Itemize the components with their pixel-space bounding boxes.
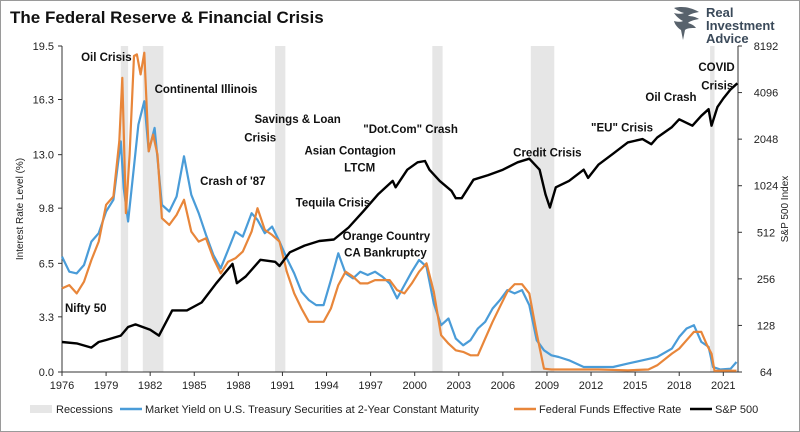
y2-tick-label: 512 xyxy=(757,227,775,239)
y-tick-label: 16.3 xyxy=(33,94,54,106)
x-tick-label: 2000 xyxy=(402,380,426,392)
brand-logo: Real Investment Advice xyxy=(672,4,792,46)
logo-text-line1: Real xyxy=(706,5,734,20)
annotation-label: Nifty 50 xyxy=(65,303,107,315)
annotation-label: Continental Illinois xyxy=(155,84,258,96)
y2-tick-label: 2048 xyxy=(754,134,778,146)
recession-band xyxy=(710,46,715,372)
legend-label: Market Yield on U.S. Treasury Securities… xyxy=(145,404,480,416)
x-tick-label: 1991 xyxy=(270,380,294,392)
recession-band xyxy=(120,46,129,372)
y2-tick-label: 256 xyxy=(757,274,775,286)
legend-label-recessions: Recessions xyxy=(56,404,113,416)
annotation-label: Tequila Crisis xyxy=(296,197,371,209)
y-tick-label: 0.0 xyxy=(39,367,54,379)
legend-label: S&P 500 xyxy=(715,404,758,416)
annotation-label: Oil Crisis xyxy=(81,52,131,64)
x-tick-label: 1994 xyxy=(314,380,338,392)
legend-label: Federal Funds Effective Rate xyxy=(539,404,681,416)
x-tick-label: 1976 xyxy=(50,380,74,392)
y2-tick-label: 128 xyxy=(757,320,775,332)
logo-text-line3: Advice xyxy=(706,31,749,46)
legend-swatch-recessions xyxy=(30,405,52,413)
x-tick-label: 2018 xyxy=(667,380,691,392)
annotation-label: Savings & Loan xyxy=(255,114,341,126)
series-line-1 xyxy=(61,51,737,372)
annotation-label: Crash of '87 xyxy=(200,176,265,188)
x-tick-label: 2003 xyxy=(447,380,471,392)
annotation-label: COVID xyxy=(698,62,734,74)
x-tick-label: 2021 xyxy=(711,380,735,392)
logo-text-line2: Investment xyxy=(706,18,775,33)
annotation-label: Crisis xyxy=(244,132,276,144)
x-tick-label: 1988 xyxy=(226,380,250,392)
y2-tick-label: 4096 xyxy=(754,88,778,100)
annotation-label: Orange Country xyxy=(343,231,431,243)
x-tick-label: 2009 xyxy=(535,380,559,392)
annotation-label: Oil Crash xyxy=(645,92,696,104)
x-tick-label: 2012 xyxy=(579,380,603,392)
annotation-label: CA Bankruptcy xyxy=(344,248,427,260)
annotation-label: LTCM xyxy=(344,162,375,174)
series-line-2 xyxy=(61,82,739,349)
x-tick-label: 1997 xyxy=(358,380,382,392)
x-tick-label: 1979 xyxy=(94,380,118,392)
y-tick-label: 9.8 xyxy=(39,203,54,215)
y-tick-label: 3.3 xyxy=(39,312,54,324)
annotation-label: "EU" Crisis xyxy=(591,122,653,134)
annotation-label: Credit Crisis xyxy=(513,147,581,159)
annotation-label: Crisis xyxy=(701,80,733,92)
y2-tick-label: 1024 xyxy=(754,181,778,193)
y-tick-label: 19.5 xyxy=(33,41,54,53)
recession-band xyxy=(432,46,443,372)
y2-tick-label: 8192 xyxy=(754,41,778,53)
chart-title: The Federal Reserve & Financial Crisis xyxy=(10,8,324,27)
eagle-logo-icon xyxy=(674,7,699,40)
y2-tick-label: 64 xyxy=(760,367,772,379)
recession-band xyxy=(275,46,286,372)
x-tick-label: 2015 xyxy=(623,380,647,392)
y-tick-label: 13.0 xyxy=(33,150,54,162)
recession-band xyxy=(530,46,555,372)
x-tick-label: 2006 xyxy=(491,380,515,392)
x-tick-label: 1985 xyxy=(182,380,206,392)
annotation-label: Asian Contagion xyxy=(304,146,395,158)
y2-axis-label: S&P 500 Index xyxy=(780,176,791,243)
annotation-label: "Dot.Com" Crash xyxy=(363,124,458,136)
y-tick-label: 6.5 xyxy=(39,258,54,270)
y-axis-label: Interest Rate Level (%) xyxy=(15,158,26,260)
x-tick-label: 1982 xyxy=(138,380,162,392)
